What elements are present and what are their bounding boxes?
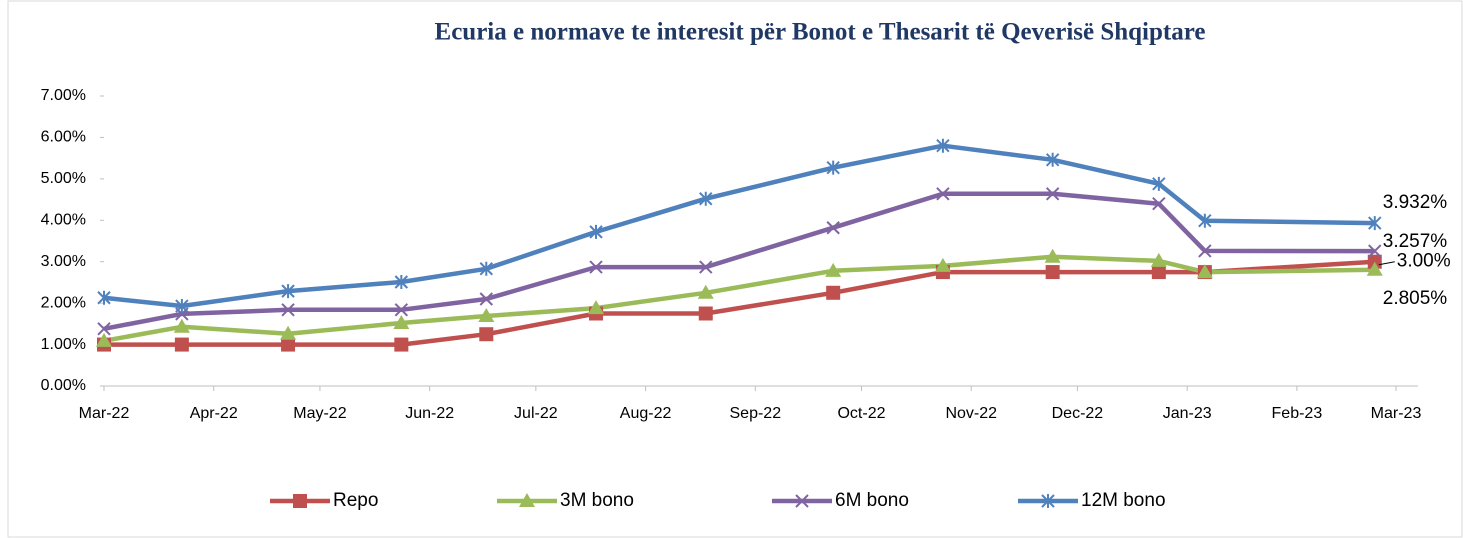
marker — [589, 224, 603, 239]
marker — [588, 300, 605, 315]
marker — [281, 284, 295, 299]
x-tick-label: Jul-22 — [514, 405, 558, 422]
marker — [1041, 494, 1055, 508]
leader-line — [1378, 261, 1395, 266]
chart-title: Ecuria e normave te interesit për Bonot … — [435, 19, 1206, 46]
marker — [699, 191, 713, 206]
data-label: 3.00% — [1397, 251, 1451, 272]
x-tick-label: Apr-22 — [190, 405, 238, 422]
marker — [1368, 244, 1382, 258]
x-tick-label: Oct-22 — [837, 405, 885, 422]
marker — [1045, 265, 1060, 280]
x-tick-label: Feb-23 — [1272, 405, 1323, 422]
marker — [479, 327, 494, 342]
legend-item: 3M bono — [497, 490, 634, 511]
marker — [936, 138, 950, 153]
marker — [826, 285, 841, 300]
marker — [699, 260, 713, 274]
marker — [698, 306, 713, 321]
marker — [1151, 265, 1166, 280]
marker — [1152, 176, 1166, 191]
marker — [97, 290, 111, 305]
marker — [519, 493, 535, 507]
y-tick-label: 5.00% — [41, 170, 86, 187]
marker — [394, 275, 409, 290]
marker — [826, 221, 840, 235]
marker — [293, 494, 307, 508]
marker — [394, 337, 409, 352]
marker — [1198, 213, 1212, 228]
marker — [589, 260, 603, 274]
marker — [97, 322, 111, 336]
legend-label: Repo — [333, 490, 378, 511]
x-tick-label: Jan-23 — [1163, 405, 1212, 422]
legend-item: Repo — [270, 490, 378, 511]
marker — [697, 284, 714, 299]
marker — [479, 292, 493, 306]
marker — [479, 261, 493, 276]
legend-item: 6M bono — [772, 490, 909, 511]
marker — [934, 257, 951, 272]
y-tick-label: 4.00% — [41, 212, 86, 229]
marker — [478, 307, 495, 322]
marker — [1152, 197, 1166, 211]
x-tick-label: Dec-22 — [1052, 405, 1104, 422]
x-tick-label: Nov-22 — [945, 405, 997, 422]
marker — [175, 299, 189, 314]
marker — [281, 337, 296, 352]
legend-label: 12M bono — [1081, 490, 1166, 511]
x-tick-label: Sep-22 — [730, 405, 782, 422]
marker — [826, 160, 840, 175]
marker — [393, 315, 410, 330]
y-tick-label: 3.00% — [41, 253, 86, 270]
marker — [96, 332, 112, 347]
marker — [1150, 252, 1167, 267]
legend-label: 6M bono — [835, 490, 909, 511]
marker — [281, 303, 295, 317]
y-tick-label: 2.00% — [41, 294, 86, 311]
x-tick-label: May-22 — [293, 405, 346, 422]
x-tick-label: Jun-22 — [405, 405, 454, 422]
marker — [1045, 152, 1060, 167]
marker — [825, 262, 842, 277]
x-tick-label: Aug-22 — [620, 405, 672, 422]
marker — [394, 303, 409, 317]
marker — [1045, 187, 1060, 201]
y-tick-label: 7.00% — [41, 87, 86, 104]
marker — [1367, 254, 1382, 269]
marker — [1366, 261, 1383, 276]
y-tick-label: 0.00% — [41, 377, 86, 394]
legend-item: 12M bono — [1018, 490, 1166, 511]
legend-label: 3M bono — [560, 490, 634, 511]
x-tick-label: Mar-22 — [79, 405, 130, 422]
marker — [1044, 248, 1061, 263]
x-tick-label: Mar-23 — [1371, 405, 1422, 422]
data-label: 2.805% — [1383, 288, 1448, 309]
marker — [1368, 216, 1382, 231]
marker — [173, 318, 190, 333]
y-tick-label: 6.00% — [41, 129, 86, 146]
data-label: 3.932% — [1383, 192, 1448, 213]
marker — [795, 494, 809, 508]
marker — [174, 337, 189, 352]
marker — [936, 187, 950, 201]
data-label: 3.257% — [1383, 231, 1448, 252]
marker — [1196, 264, 1213, 279]
y-tick-label: 1.00% — [41, 336, 86, 353]
marker — [280, 325, 297, 340]
marker — [1198, 244, 1212, 258]
